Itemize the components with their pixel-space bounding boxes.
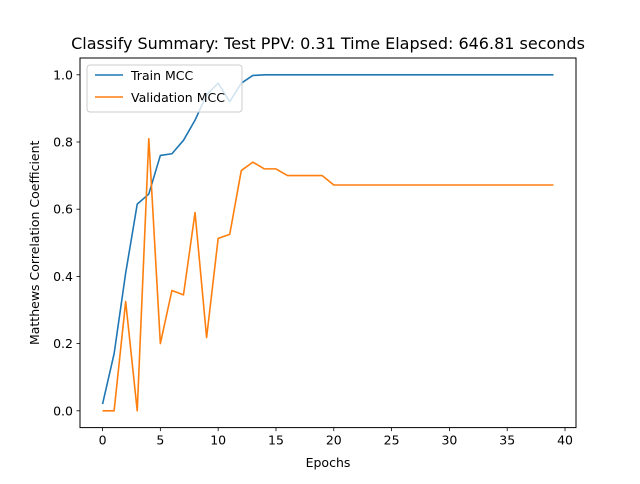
x-tick-label: 35 [499,433,515,448]
legend-label-validation: Validation MCC [131,90,225,105]
y-tick-label: 0.8 [53,135,73,150]
y-tick-label: 0.2 [53,336,73,351]
legend-label-train: Train MCC [130,68,193,83]
chart-title: Classify Summary: Test PPV: 0.31 Time El… [71,34,585,53]
x-tick-label: 20 [326,433,342,448]
y-tick-label: 0.4 [53,269,73,284]
series-line-train-mcc [101,74,554,405]
x-tick-label: 10 [210,433,226,448]
axes-frame [79,57,577,429]
y-axis-label: Matthews Correlation Coefficient [27,140,42,345]
x-tick-label: 30 [441,433,457,448]
x-axis-label: Epochs [306,455,351,470]
x-tick-label: 0 [99,433,107,448]
legend-box [86,64,243,113]
x-tick-label: 40 [557,433,573,448]
y-tick-label: 0.6 [53,202,73,217]
x-tick-label: 5 [156,433,164,448]
x-tick-label: 25 [384,433,400,448]
series-line-validation-mcc [102,137,554,412]
y-tick-label: 1.0 [53,67,73,82]
plot-area: 0 5 10 15 20 25 30 35 40 0.0 0.2 0.4 0.6 0.8 1.0 [53,67,573,447]
x-tick-label: 15 [268,433,284,448]
legend: Train MCC Validation MCC [86,64,243,113]
y-tick-label: 0.0 [53,403,73,418]
